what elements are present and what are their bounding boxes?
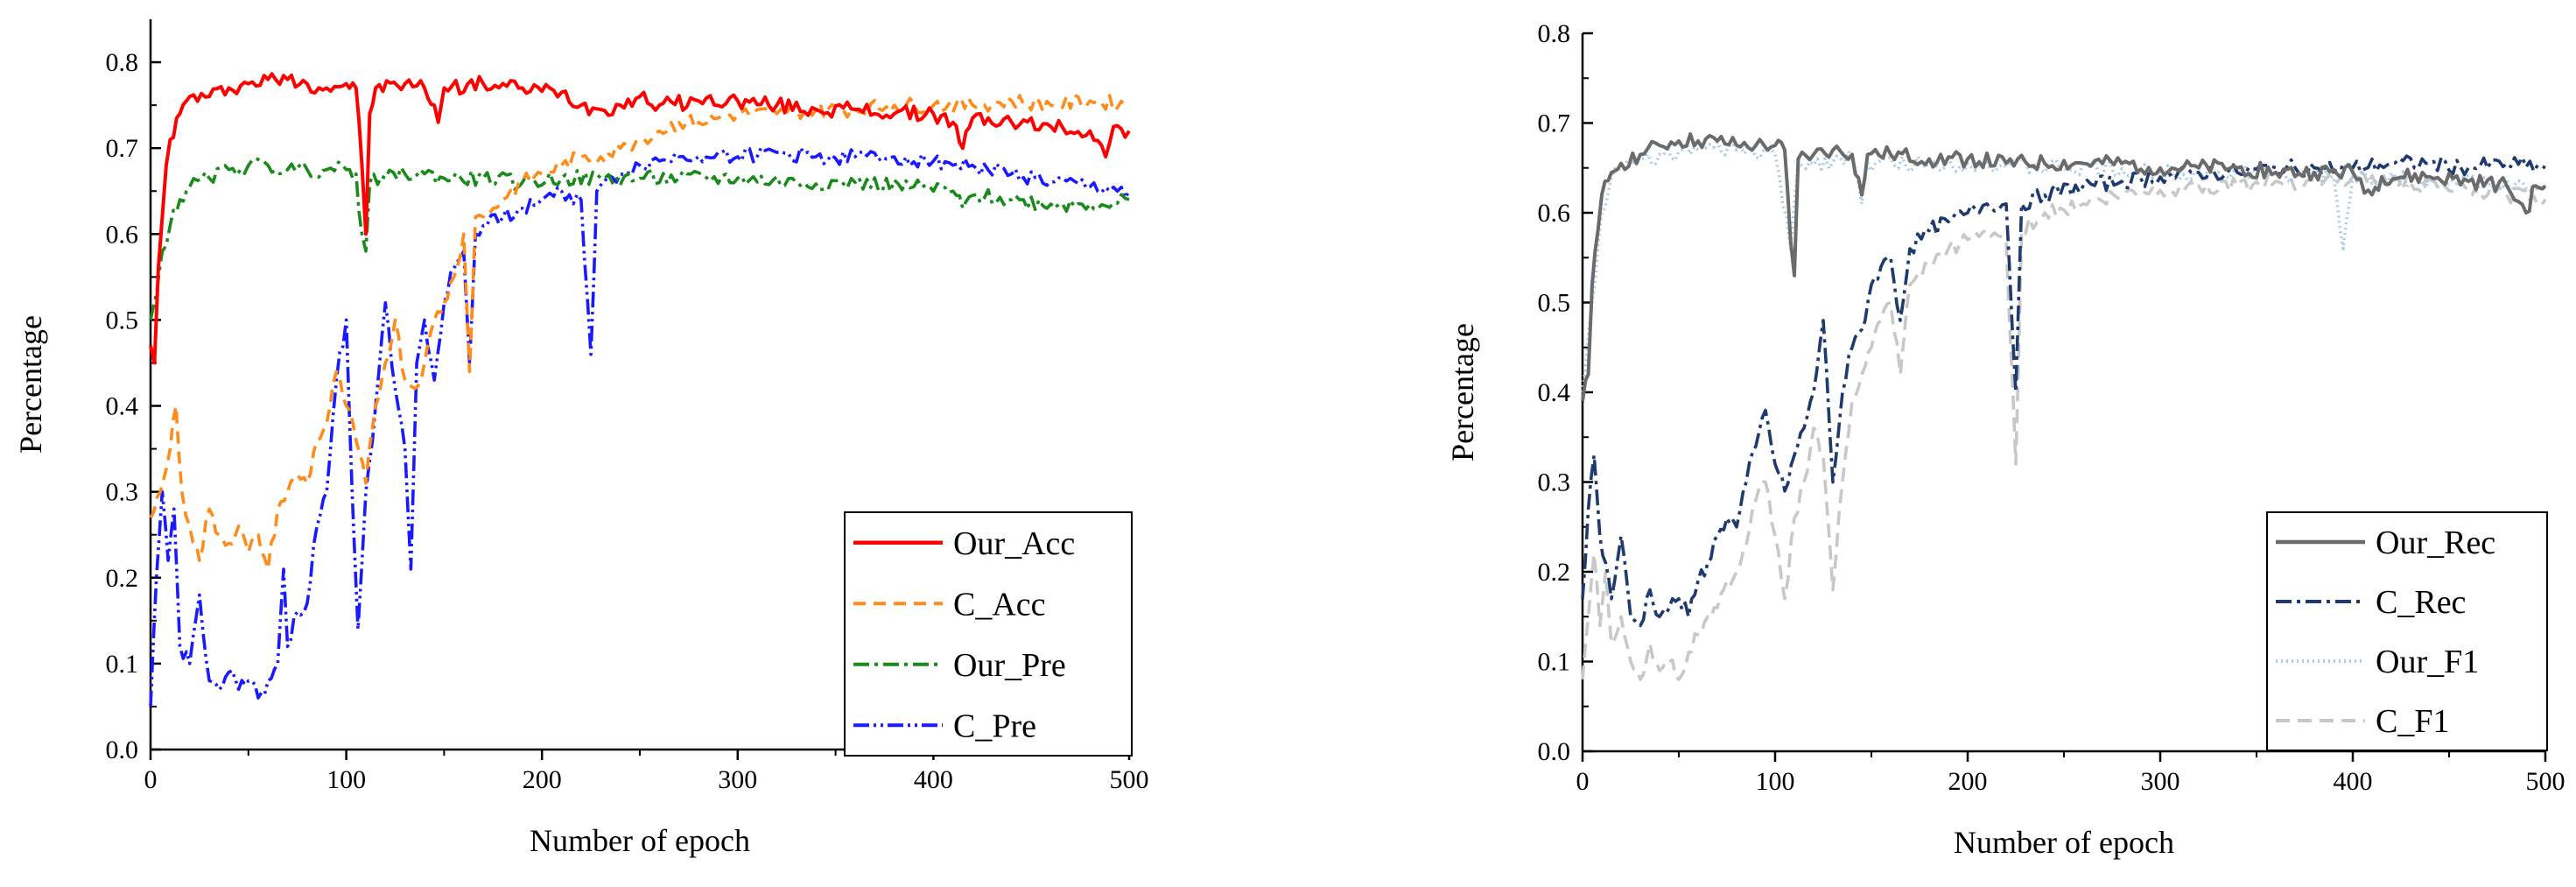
legend-label: Our_Acc [953,525,1075,562]
legend-label: C_Acc [953,586,1046,623]
x-tick-label: 0 [1576,767,1590,796]
legend-label: C_Pre [953,707,1036,744]
series-line-our-pre [149,157,1130,320]
chart-2: 0.0 0.1 0.2 0.3 0.4 0.5 0.6 0.7 0.8 0 100 200 300 400… [1445,19,2565,860]
legend-box [844,511,1133,757]
y-tick-label: 0.1 [106,650,139,679]
y-tick-label: 0.5 [1538,289,1571,318]
y-tick-label: 0.3 [1538,468,1571,497]
x-tick-label: 200 [523,765,562,794]
x-tick-label: 500 [1110,765,1149,794]
legend-label: Our_Pre [953,647,1066,684]
y-tick-label: 0.1 [1538,648,1571,677]
y-tick-label: 0.7 [106,134,139,163]
y-tick-label: 0.2 [1538,558,1571,587]
x-tick-label: 400 [914,765,953,794]
x-tick-label: 0 [144,765,158,794]
y-tick-label: 0.4 [1538,378,1571,407]
x-axis-title: Number of epoch [1954,825,2174,860]
x-tick-label: 200 [1948,767,1988,796]
series-line-c-rec [1581,154,2546,628]
series-line-c-pre [149,145,1131,707]
series-line-c-acc [149,94,1130,571]
x-tick-label: 100 [326,765,366,794]
y-axis-title: Percentage [13,315,48,454]
y-tick-label: 0.8 [1538,19,1571,48]
legend-label: Our_Rec [2376,524,2495,561]
legend-label: Our_F1 [2376,644,2479,680]
legend: Our_Acc C_Acc Our_Pre C_Pre [844,511,1133,757]
legend-label: C_F1 [2376,703,2449,740]
y-tick-label: 0.7 [1538,109,1571,138]
x-tick-label: 500 [2526,767,2565,796]
x-tick-label: 300 [2141,767,2180,796]
series-line-our-rec [1581,132,2547,402]
legend-label: C_Rec [2376,584,2466,621]
y-tick-label: 0.5 [106,306,139,334]
x-tick-label: 400 [2334,767,2373,796]
y-tick-label: 0.6 [1538,199,1571,228]
y-tick-label: 0.0 [106,736,139,764]
y-tick-label: 0.6 [106,220,139,249]
series-line-c-f1 [1581,169,2547,681]
series-line-our-acc [149,72,1131,365]
legend: Our_Rec C_Rec Our_F1 C_F1 [2266,511,2548,751]
y-tick-label: 0.4 [106,392,139,421]
chart-1: 0.0 0.1 0.2 0.3 0.4 0.5 0.6 0.7 0.8 0 100 200 300 400… [13,19,1149,858]
series-line-our-f1 [1581,140,2547,393]
x-tick-label: 300 [718,765,757,794]
y-tick-label: 0.3 [106,478,139,507]
legend-box [2266,511,2548,751]
y-tick-label: 0.8 [106,48,139,77]
y-tick-label: 0.0 [1538,737,1571,766]
x-axis-title: Number of epoch [530,823,750,858]
x-tick-label: 100 [1756,767,1795,796]
y-tick-label: 0.2 [106,564,139,593]
y-axis-title: Percentage [1445,323,1480,461]
